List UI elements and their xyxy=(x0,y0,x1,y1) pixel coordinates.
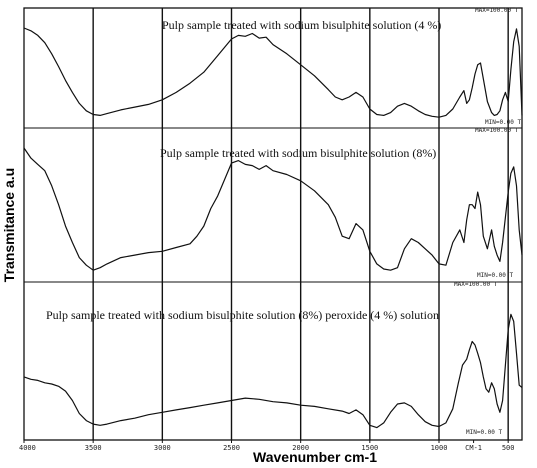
x-tick-label: 500 xyxy=(502,444,515,452)
panel-title: Pulp sample treated with sodium bisulphi… xyxy=(162,18,441,32)
spectrum-line xyxy=(23,27,523,118)
x-tick-label: 3000 xyxy=(154,444,171,452)
panels-group: Pulp sample treated with sodium bisulphi… xyxy=(23,7,523,441)
spectrum-line xyxy=(23,147,523,271)
min-transmittance-label: MIN=0.00 T xyxy=(477,272,514,279)
plot-frame xyxy=(23,7,523,441)
max-transmittance-label: MAX=100.00 T xyxy=(454,281,498,288)
x-tick-label: 1000 xyxy=(431,444,448,452)
wavenumber-marker-lines xyxy=(92,8,509,440)
y-axis-title: Transmitance a.u xyxy=(1,168,17,282)
x-tick-label: 4000 xyxy=(19,444,36,452)
x-tick-label: 2000 xyxy=(292,444,309,452)
min-transmittance-label: MIN=0.00 T xyxy=(466,429,503,436)
x-tick-label: 2500 xyxy=(223,444,240,452)
x-axis-title: Wavenumber cm-1 xyxy=(253,449,377,465)
max-transmittance-label: MAX=100.00 T xyxy=(475,127,519,134)
x-tick-label: CM-1 xyxy=(465,444,482,452)
x-tick-label: 3500 xyxy=(85,444,102,452)
x-tick-label: 1500 xyxy=(361,444,378,452)
x-axis-ticks: 4000 3500 3000 2500 2000 1500 1000 CM-1 500 xyxy=(19,440,514,452)
spectrum-line xyxy=(23,313,523,429)
panel-title: Pulp sample treated with sodium bisulphi… xyxy=(160,146,436,160)
min-transmittance-label: MIN=0.00 T xyxy=(485,119,522,126)
max-transmittance-label: MAX=100.00 T xyxy=(475,7,519,14)
panel-title: Pulp sample treated with sodium bisulphi… xyxy=(46,308,439,322)
